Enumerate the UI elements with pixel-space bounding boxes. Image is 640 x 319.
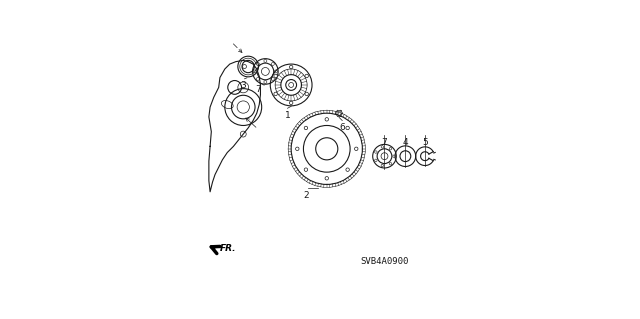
Circle shape xyxy=(289,101,293,105)
Circle shape xyxy=(296,147,299,151)
Text: SVB4A0900: SVB4A0900 xyxy=(360,257,409,266)
Text: 7: 7 xyxy=(381,138,387,147)
Text: 5: 5 xyxy=(422,138,428,147)
Text: 3: 3 xyxy=(241,81,246,90)
Text: 7: 7 xyxy=(255,85,261,94)
Text: 1: 1 xyxy=(285,111,291,120)
Circle shape xyxy=(274,74,277,78)
Circle shape xyxy=(304,168,308,171)
Circle shape xyxy=(325,177,328,180)
Text: 6: 6 xyxy=(339,123,345,132)
Circle shape xyxy=(325,118,328,121)
Text: FR.: FR. xyxy=(220,243,236,253)
Circle shape xyxy=(304,126,308,130)
Circle shape xyxy=(346,168,349,171)
Text: 4: 4 xyxy=(403,138,408,147)
Circle shape xyxy=(355,147,358,151)
Circle shape xyxy=(289,65,293,69)
Circle shape xyxy=(346,126,349,130)
Circle shape xyxy=(305,74,308,78)
Text: 2: 2 xyxy=(303,190,308,200)
Circle shape xyxy=(305,92,308,96)
Circle shape xyxy=(274,92,277,96)
